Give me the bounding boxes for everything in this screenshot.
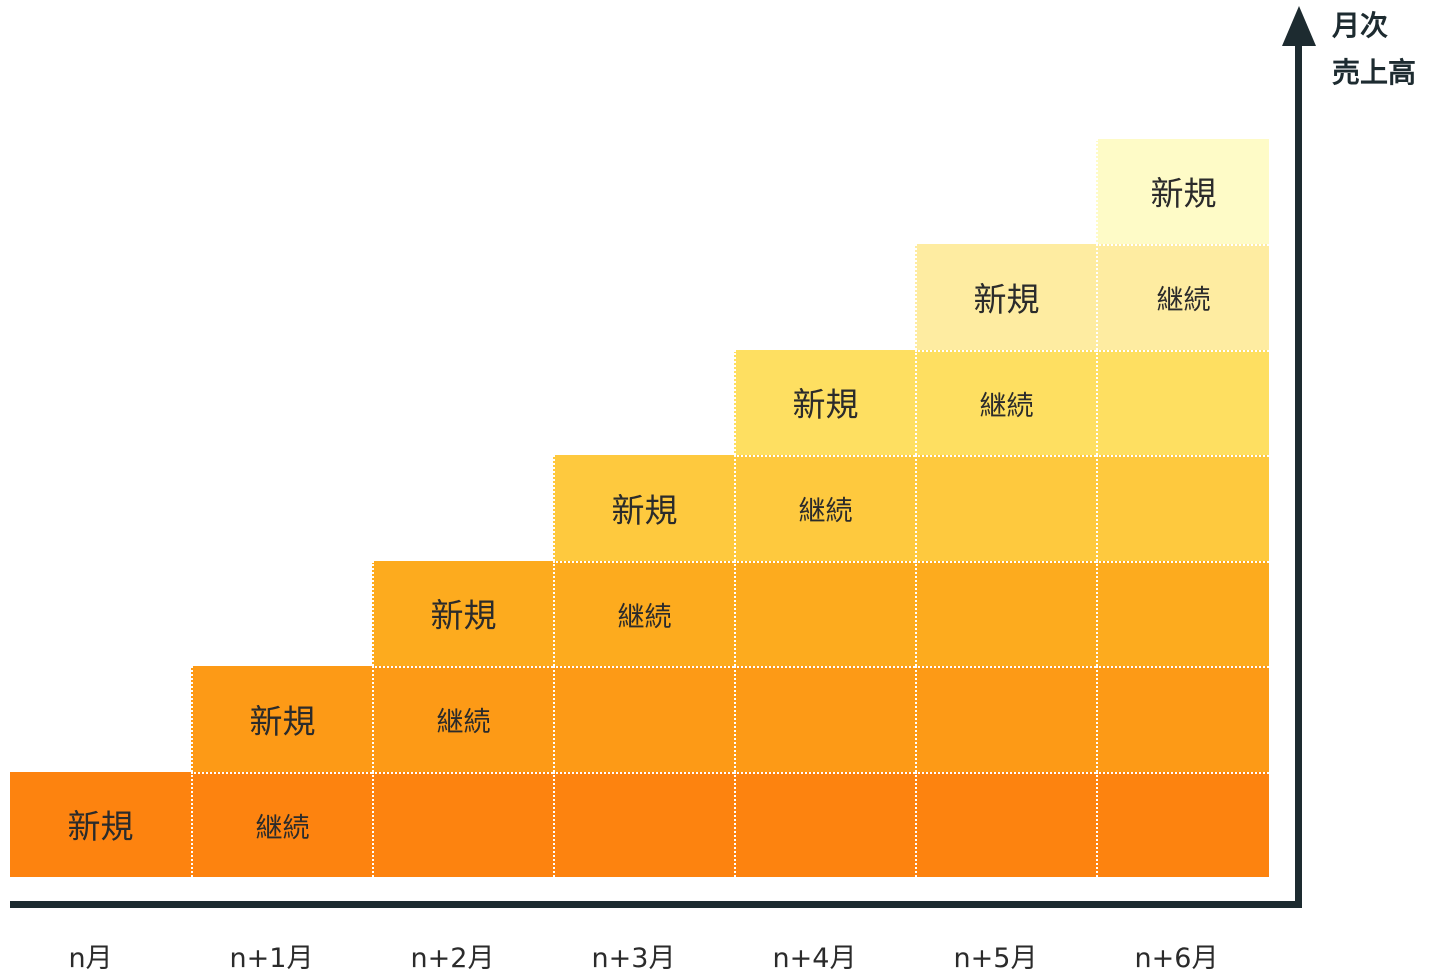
new-cell: 新規 (372, 560, 553, 666)
new-cell: 新規 (1096, 138, 1269, 244)
new-cell: 新規 (734, 349, 915, 455)
y-axis-label-line-1: 月次 (1332, 9, 1389, 42)
continuing-cell (1096, 771, 1269, 877)
continuing-label: 継続 (979, 390, 1034, 422)
continuing-cell (915, 666, 1096, 772)
new-label: 新規 (67, 807, 134, 847)
month-label: n+3月 (591, 943, 676, 974)
continuing-label: 継続 (255, 812, 310, 844)
new-cell: 新規 (191, 666, 372, 772)
continuing-cell: 継続 (1096, 244, 1269, 350)
month-label: n+1月 (229, 943, 314, 974)
y-axis-line (1295, 40, 1302, 908)
continuing-cell: 継続 (372, 666, 553, 772)
continuing-label: 継続 (1156, 285, 1211, 317)
continuing-cell (1096, 560, 1269, 666)
continuing-cell: 継続 (553, 560, 734, 666)
continuing-cell: 継続 (734, 455, 915, 561)
continuing-label: 継続 (798, 496, 853, 528)
y-axis-label-line-2: 売上高 (1332, 56, 1417, 89)
x-axis-line (10, 901, 1302, 908)
continuing-label: 継続 (617, 601, 672, 633)
continuing-cell (915, 455, 1096, 561)
new-cell: 新規 (553, 455, 734, 561)
continuing-cell (1096, 349, 1269, 455)
new-label: 新規 (611, 490, 678, 530)
new-label: 新規 (249, 701, 316, 741)
continuing-cell (915, 771, 1096, 877)
continuing-label: 継続 (436, 707, 491, 739)
new-cell: 新規 (10, 771, 191, 877)
continuing-cell (553, 666, 734, 772)
month-label: n+6月 (1134, 943, 1219, 974)
continuing-cell (734, 771, 915, 877)
continuing-cell (734, 666, 915, 772)
continuing-cell (553, 771, 734, 877)
new-label: 新規 (792, 385, 859, 425)
month-label: n+4月 (772, 943, 857, 974)
continuing-cell: 継続 (191, 771, 372, 877)
y-axis-arrow-icon (1282, 6, 1316, 46)
month-label: n+2月 (410, 943, 495, 974)
y-axis-label: 月次 売上高 (1332, 2, 1432, 96)
new-label: 新規 (1150, 174, 1217, 214)
continuing-cell (915, 560, 1096, 666)
continuing-cell: 継続 (915, 349, 1096, 455)
new-label: 新規 (973, 279, 1040, 319)
continuing-cell (1096, 455, 1269, 561)
month-label: n+5月 (953, 943, 1038, 974)
month-label: n月 (68, 943, 113, 974)
continuing-cell (372, 771, 553, 877)
new-label: 新規 (430, 596, 497, 636)
continuing-cell (1096, 666, 1269, 772)
continuing-cell (734, 560, 915, 666)
new-cell: 新規 (915, 244, 1096, 350)
